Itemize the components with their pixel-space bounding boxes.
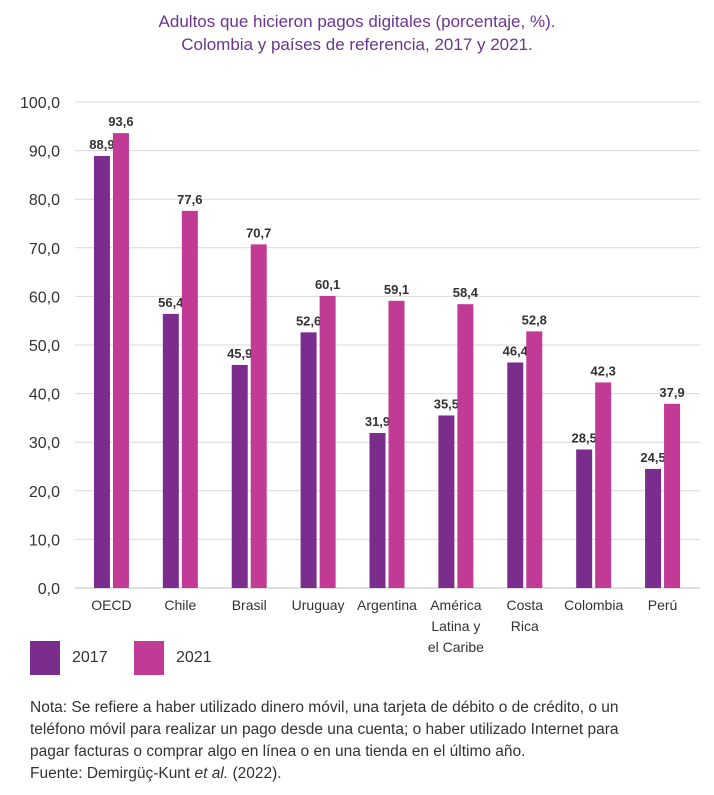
- source-line: Fuente: Demirgüç-Kunt et al. (2022).: [30, 763, 700, 785]
- y-tick-label: 50,0: [29, 338, 60, 355]
- value-label-2017: 45,9: [227, 346, 252, 361]
- value-label-2021: 60,1: [315, 277, 340, 292]
- bar-2017: [300, 332, 317, 588]
- bar-2017: [369, 432, 386, 588]
- bar-2021: [457, 304, 474, 588]
- value-label-2021: 58,4: [453, 285, 479, 300]
- value-label-2017: 88,9: [89, 137, 114, 152]
- bar-2021: [250, 244, 267, 588]
- value-label-2017: 52,6: [296, 313, 321, 328]
- source-suffix: (2022).: [228, 765, 282, 782]
- category-label: OECD: [91, 597, 131, 613]
- y-tick-label: 60,0: [29, 289, 60, 306]
- category-label: Colombia: [564, 597, 623, 613]
- bar-2021: [664, 403, 681, 588]
- chart-title-line-1: Adultos que hicieron pagos digitales (po…: [158, 12, 556, 31]
- bar-2017: [162, 313, 179, 588]
- bar-2021: [112, 133, 129, 588]
- bar-2017: [576, 449, 593, 588]
- category-label: Chile: [164, 597, 196, 613]
- y-tick-label: 40,0: [29, 387, 60, 404]
- chart-title-line-2: Colombia y países de referencia, 2017 y …: [181, 35, 533, 54]
- value-label-2017: 28,5: [572, 430, 597, 445]
- value-label-2017: 31,9: [365, 414, 390, 429]
- footnote-line-2: teléfono móvil para realizar un pago des…: [30, 721, 619, 738]
- value-label-2017: 35,5: [434, 396, 459, 411]
- legend-label-2021: 2021: [176, 649, 212, 666]
- value-label-2021: 59,1: [384, 282, 409, 297]
- bar-2017: [93, 155, 110, 589]
- footnote-line-1: Nota: Se refiere a haber utilizado diner…: [30, 699, 619, 716]
- bar-2017: [438, 415, 455, 588]
- y-tick-label: 90,0: [29, 144, 60, 161]
- value-label-2021: 52,8: [522, 312, 547, 327]
- value-label-2021: 93,6: [108, 114, 133, 129]
- category-label: América: [430, 597, 482, 613]
- value-label-2017: 56,4: [158, 295, 184, 310]
- category-label: Rica: [511, 618, 539, 634]
- y-tick-label: 70,0: [29, 241, 60, 258]
- category-label: Perú: [648, 597, 678, 613]
- value-label-2017: 24,5: [640, 450, 665, 465]
- chart-title: Adultos que hicieron pagos digitales (po…: [0, 10, 714, 56]
- footnote-line-3: pagar facturas o comprar algo en línea o…: [30, 743, 526, 760]
- category-label: el Caribe: [428, 639, 484, 655]
- value-label-2021: 42,3: [591, 363, 616, 378]
- footnote: Nota: Se refiere a haber utilizado diner…: [30, 697, 700, 785]
- legend-swatch-2021: [134, 641, 164, 675]
- bar-2021: [319, 295, 336, 588]
- category-label: Uruguay: [292, 597, 345, 613]
- category-label: Brasil: [232, 597, 267, 613]
- y-tick-label: 80,0: [29, 192, 60, 209]
- bar-2017: [507, 362, 524, 588]
- category-label: Costa: [506, 597, 543, 613]
- y-tick-label: 0,0: [38, 581, 60, 598]
- source-italic: et al.: [194, 765, 229, 782]
- legend-item-2021: 2021: [134, 641, 212, 675]
- y-tick-label: 100,0: [20, 95, 60, 112]
- bar-2021: [388, 300, 405, 588]
- y-tick-label: 20,0: [29, 484, 60, 501]
- value-label-2021: 77,6: [177, 192, 202, 207]
- bar-chart: 0,0 10,0 20,0 30,0 40,0 50,0 60,0 70,0 80,0 90,0 1…: [20, 95, 700, 655]
- legend-label-2017: 2017: [72, 649, 108, 666]
- category-label: Argentina: [357, 597, 417, 613]
- value-label-2017: 46,4: [503, 343, 529, 358]
- source-prefix: Fuente: Demirgüç-Kunt: [30, 765, 195, 782]
- y-tick-label: 30,0: [29, 435, 60, 452]
- value-label-2021: 70,7: [246, 225, 271, 240]
- bar-2021: [181, 210, 198, 588]
- legend-item-2017: 2017: [30, 641, 108, 675]
- legend-swatch-2017: [30, 641, 60, 675]
- bar-2017: [231, 364, 248, 588]
- value-label-2021: 37,9: [659, 385, 684, 400]
- bar-2021: [595, 382, 612, 588]
- bar-2021: [526, 331, 543, 588]
- bar-2017: [645, 468, 662, 588]
- y-tick-label: 10,0: [29, 532, 60, 549]
- category-label: Latina y: [431, 618, 480, 634]
